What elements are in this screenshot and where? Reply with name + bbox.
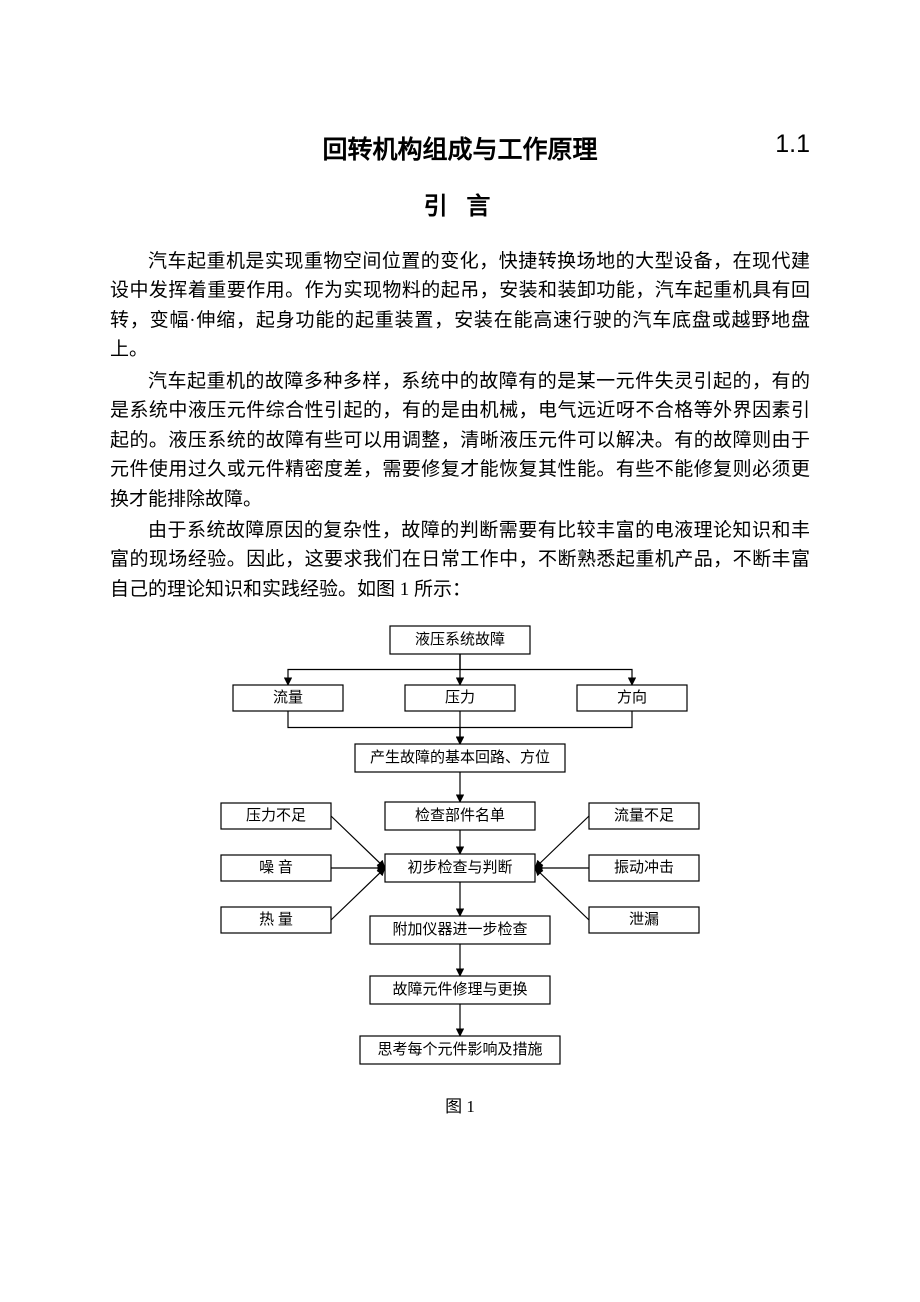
flowchart-label-repair: 故障元件修理与更换 [392, 980, 527, 998]
flowchart-label-l3: 热 量 [259, 911, 293, 928]
figure-caption: 图 1 [110, 1092, 810, 1117]
page-subtitle: 引 言 [110, 186, 810, 221]
flowchart-label-flow: 流量 [273, 689, 303, 706]
flowchart-label-extra: 附加仪器进一步检查 [392, 921, 527, 938]
flowchart-label-root: 液压系统故障 [415, 630, 505, 648]
flowchart-label-judge: 初步检查与判断 [407, 859, 512, 876]
flowchart-edge [288, 711, 460, 744]
flowchart-edge [331, 816, 385, 868]
page-title: 回转机构组成与工作原理 [110, 130, 810, 166]
flowchart-label-dir: 方向 [617, 689, 647, 706]
flowchart-edge [460, 654, 632, 685]
flowchart-label-loc: 产生故障的基本回路、方位 [370, 748, 550, 766]
flowchart-label-think: 思考每个元件影响及措施 [377, 1041, 542, 1058]
section-number: 1.1 [775, 130, 810, 159]
flowchart-label-l2: 噪 音 [259, 859, 293, 876]
paragraph-3: 由于系统故障原因的复杂性，故障的判断需要有比较丰富的电液理论知识和丰富的现场经验… [110, 516, 810, 604]
title-row: 回转机构组成与工作原理 1.1 [110, 130, 810, 166]
flowchart-diagram: 液压系统故障流量 压力 方向产生故障的基本回路、方位检查部件名单初步检查与判断 压力不… [160, 618, 760, 1088]
flowchart-edge [535, 816, 589, 868]
document-page: 回转机构组成与工作原理 1.1 引 言 汽车起重机是实现重物空间位置的变化，快捷… [0, 0, 920, 1197]
paragraph-1: 汽车起重机是实现重物空间位置的变化，快捷转换场地的大型设备，在现代建设中发挥着重… [110, 247, 810, 365]
flowchart-label-r1: 流量不足 [614, 807, 674, 824]
flowchart-label-r2: 振动冲击 [614, 859, 674, 876]
flowchart-edge [331, 868, 385, 920]
flowchart-label-r3: 泄漏 [629, 911, 659, 928]
flowchart-label-press: 压力 [445, 689, 475, 706]
flowchart-edge [288, 654, 460, 685]
flowchart-edge [460, 711, 632, 744]
flowchart-label-list: 检查部件名单 [415, 807, 505, 824]
paragraph-2: 汽车起重机的故障多种多样，系统中的故障有的是某一元件失灵引起的，有的是系统中液压… [110, 367, 810, 514]
flowchart-edge [535, 868, 589, 920]
flowchart-label-l1: 压力不足 [246, 807, 306, 824]
